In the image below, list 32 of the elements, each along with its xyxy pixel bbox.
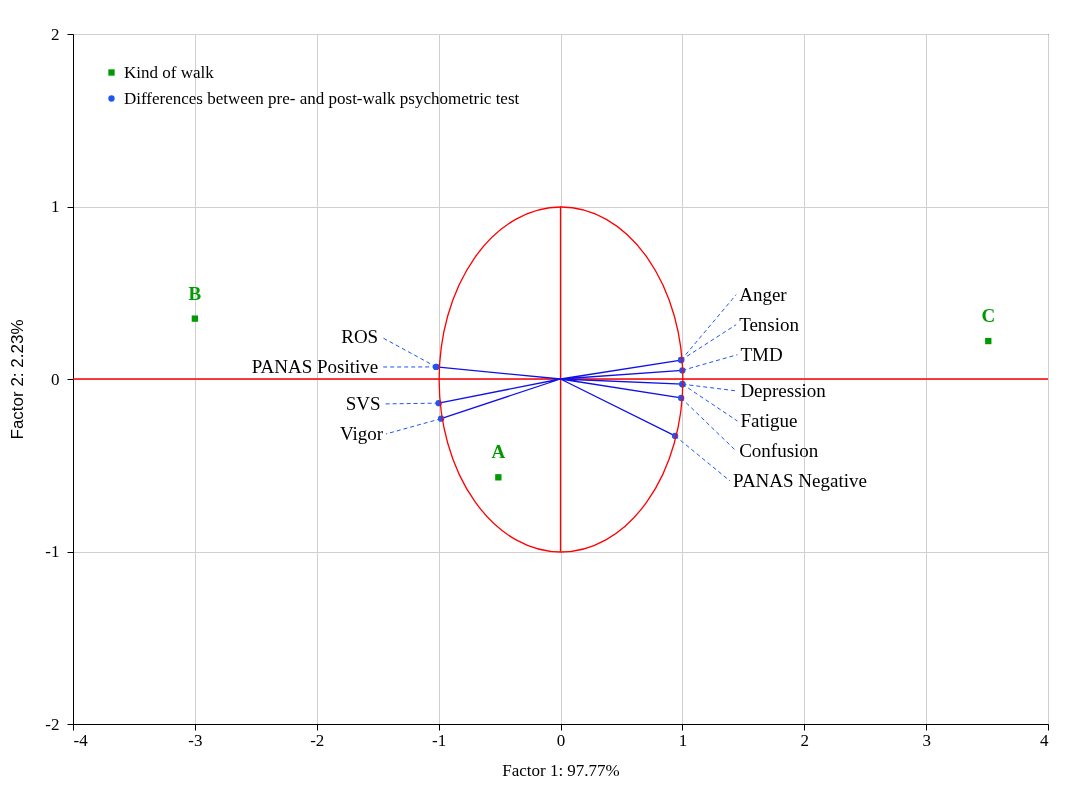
data-label: PANAS Positive: [251, 356, 379, 377]
y-tick-label: -2: [45, 714, 60, 734]
legend-label: Differences between pre- and post-walk psychometric test: [124, 88, 520, 108]
x-tick-label: -3: [188, 730, 203, 750]
x-tick-label: 0: [556, 730, 566, 750]
x-tick-label: 1: [678, 730, 688, 750]
data-label: TMD: [740, 343, 783, 365]
data-label: SVS: [345, 392, 381, 414]
data-label: B: [188, 282, 202, 304]
y-tick-label: 1: [51, 197, 60, 216]
y-tick-label: -1: [45, 542, 60, 561]
y-tick-label: 0: [51, 369, 60, 389]
data-label: Tension: [739, 313, 800, 335]
data-label: Anger: [739, 283, 788, 305]
x-tick-label: 4: [1040, 730, 1049, 750]
x-tick-label: -1: [432, 730, 447, 750]
x-axis-title: Factor 1: 97.77%: [502, 760, 620, 780]
y-tick-label: 2: [51, 24, 60, 44]
data-label: ROS: [341, 326, 379, 347]
y-axis-title: Factor 2: 2.23%: [8, 319, 28, 440]
data-label: Confusion: [739, 440, 819, 461]
data-label: A: [491, 441, 506, 463]
data-label: Vigor: [339, 422, 384, 444]
x-tick-label: -2: [310, 730, 325, 750]
data-label: PANAS Negative: [733, 470, 867, 491]
data-label: Depression: [740, 380, 827, 401]
x-tick-label: 2: [800, 730, 809, 750]
x-tick-label: -4: [73, 730, 89, 750]
data-label: Fatigue: [740, 410, 798, 431]
data-label: C: [981, 305, 996, 327]
x-tick-label: 3: [922, 730, 931, 750]
legend-label: Kind of walk: [124, 62, 215, 82]
